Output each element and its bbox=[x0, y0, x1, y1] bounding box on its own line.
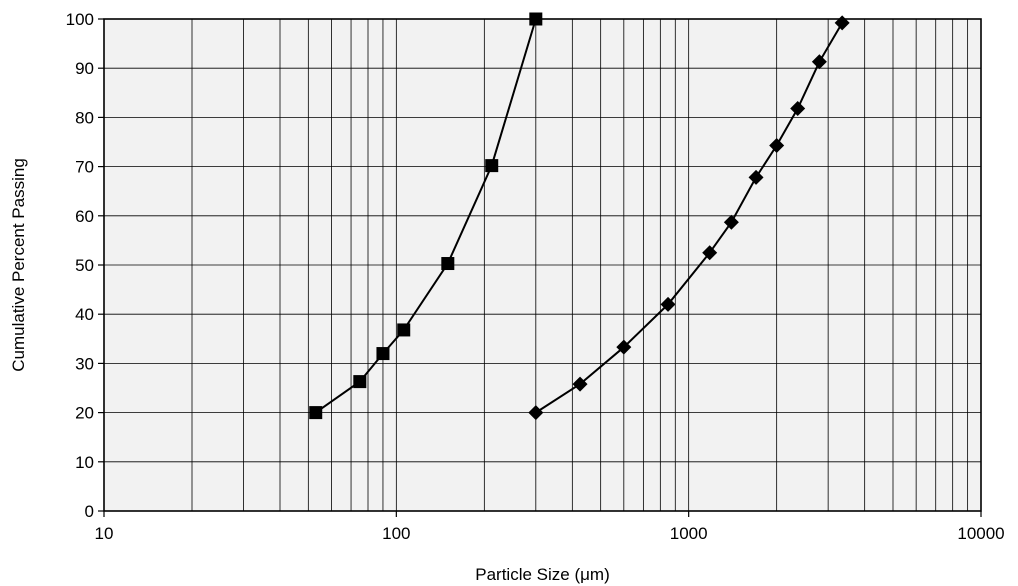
x-tick-label: 100 bbox=[382, 524, 410, 543]
y-tick-label: 10 bbox=[75, 453, 94, 472]
data-point-diamond bbox=[572, 376, 588, 392]
data-point-square bbox=[485, 159, 499, 173]
y-tick-label: 90 bbox=[75, 59, 94, 78]
data-point-square bbox=[529, 12, 543, 26]
data-point-diamond bbox=[616, 339, 632, 355]
data-point-diamond bbox=[790, 101, 806, 117]
x-tick-label: 1000 bbox=[670, 524, 708, 543]
data-point-diamond bbox=[748, 169, 764, 185]
y-tick-label: 70 bbox=[75, 158, 94, 177]
x-axis-title: Particle Size (μm) bbox=[475, 565, 609, 584]
data-point-diamond bbox=[811, 54, 827, 70]
y-tick-label: 30 bbox=[75, 354, 94, 373]
y-axis-title: Cumulative Percent Passing bbox=[9, 158, 28, 372]
data-point-square bbox=[441, 257, 455, 271]
x-tick-label: 10000 bbox=[957, 524, 1004, 543]
data-point-diamond bbox=[702, 245, 718, 261]
series-group bbox=[309, 12, 850, 421]
data-point-square bbox=[309, 406, 323, 420]
data-point-square bbox=[397, 323, 411, 337]
y-tick-label: 50 bbox=[75, 256, 94, 275]
data-point-square bbox=[376, 347, 390, 361]
x-tick-label: 10 bbox=[95, 524, 114, 543]
y-tick-label: 100 bbox=[66, 10, 94, 29]
data-point-diamond bbox=[769, 137, 785, 153]
data-point-diamond bbox=[528, 405, 544, 421]
data-point-diamond bbox=[660, 296, 676, 312]
data-point-square bbox=[353, 375, 367, 389]
series-2 bbox=[528, 15, 850, 421]
grid bbox=[103, 18, 982, 512]
y-tick-label: 20 bbox=[75, 404, 94, 423]
data-point-diamond bbox=[723, 214, 739, 230]
y-tick-label: 80 bbox=[75, 108, 94, 127]
y-tick-label: 0 bbox=[85, 502, 94, 521]
y-tick-label: 60 bbox=[75, 207, 94, 226]
y-tick-label: 40 bbox=[75, 305, 94, 324]
data-point-diamond bbox=[834, 15, 850, 31]
series-1 bbox=[309, 12, 543, 420]
